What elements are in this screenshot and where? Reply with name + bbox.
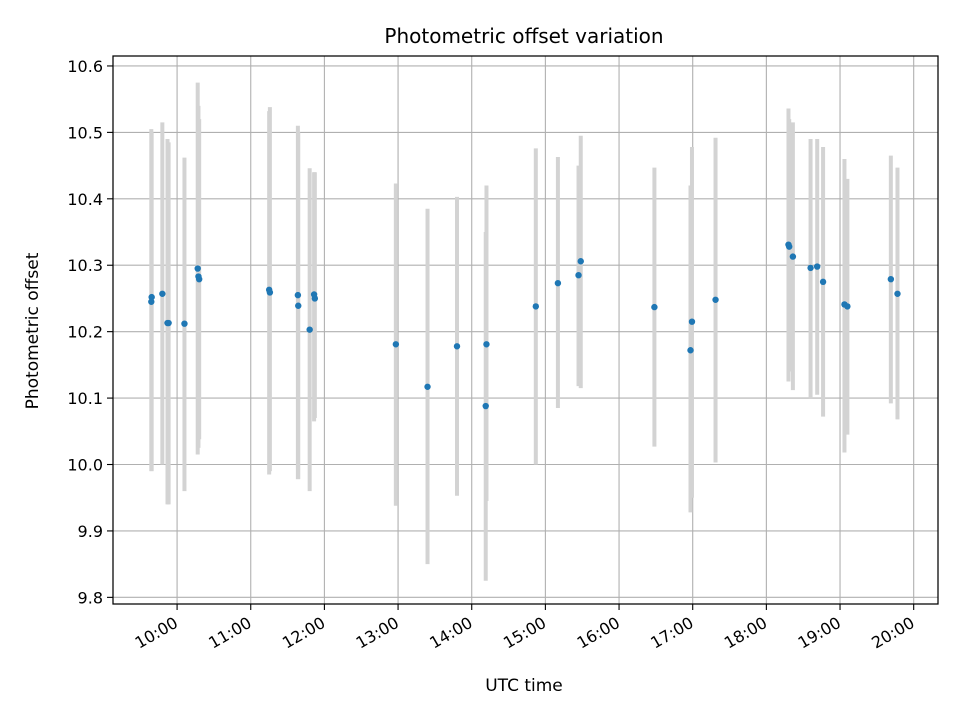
y-tick-label-4: 10.2 — [67, 323, 103, 342]
y-tick-label-5: 10.3 — [67, 256, 103, 275]
x-tick-label-6: 16:00 — [574, 613, 623, 653]
x-axis-title: UTC time — [485, 676, 563, 696]
y-tick-label-3: 10.1 — [67, 389, 103, 408]
y-tick-label-2: 10.0 — [67, 456, 103, 475]
data-point-6 — [194, 265, 201, 272]
data-point-31 — [789, 253, 797, 260]
y-axis-ticks: 9.8 9.9 10.0 10.1 10.2 10.3 10.4 10.5 10.6 — [67, 57, 113, 607]
x-tick-label-0: 10:00 — [132, 613, 181, 653]
data-point-23 — [575, 272, 582, 279]
data-point-10 — [266, 289, 274, 296]
data-point-24 — [577, 258, 584, 265]
data-point-36 — [844, 303, 851, 310]
data-point-12 — [295, 302, 302, 309]
data-point-11 — [294, 291, 302, 299]
data-point-5 — [181, 320, 188, 327]
data-point-38 — [894, 290, 901, 297]
data-point-34 — [819, 278, 827, 286]
x-tick-label-4: 14:00 — [426, 613, 475, 653]
data-point-15 — [311, 295, 319, 302]
data-point-28 — [712, 296, 719, 303]
data-point-17 — [424, 383, 431, 390]
grid — [113, 56, 938, 604]
data-point-16 — [392, 341, 400, 348]
data-point-32 — [807, 264, 814, 272]
data-point-33 — [813, 263, 821, 270]
data-point-30 — [786, 243, 793, 250]
x-axis-ticks: 10:00 11:00 12:00 13:00 14:00 15:00 16:00 17:00… — [132, 604, 918, 653]
x-tick-label-10: 20:00 — [868, 613, 917, 653]
y-tick-label-6: 10.4 — [67, 190, 103, 209]
y-tick-label-0: 9.8 — [78, 588, 103, 607]
data-point-20 — [483, 341, 490, 348]
x-tick-label-2: 12:00 — [279, 613, 328, 653]
data-point-19 — [482, 402, 489, 410]
data-point-26 — [687, 347, 694, 354]
data-point-2 — [159, 290, 166, 297]
y-axis-title: Photometric offset — [23, 252, 43, 409]
x-tick-label-7: 17:00 — [647, 613, 696, 653]
data-point-22 — [554, 279, 562, 287]
x-tick-label-1: 11:00 — [205, 613, 254, 653]
y-tick-label-1: 9.9 — [78, 522, 103, 541]
x-tick-label-9: 19:00 — [795, 613, 844, 653]
data-point-27 — [688, 318, 696, 325]
data-point-18 — [453, 343, 461, 350]
plot-area-frame — [112, 55, 939, 605]
data-point-0 — [148, 298, 155, 305]
data-point-21 — [532, 303, 540, 310]
x-tick-label-3: 13:00 — [353, 613, 402, 653]
y-tick-label-8: 10.6 — [67, 57, 103, 76]
chart-title: Photometric offset variation — [384, 24, 663, 48]
data-point-8 — [195, 275, 203, 283]
x-tick-label-8: 18:00 — [721, 613, 770, 653]
data-point-13 — [306, 326, 313, 333]
data-point-25 — [651, 303, 658, 311]
data-point-4 — [165, 319, 172, 327]
x-tick-label-5: 15:00 — [500, 613, 549, 653]
data-point-1 — [148, 293, 155, 301]
y-tick-label-7: 10.5 — [67, 123, 103, 142]
data-point-37 — [887, 275, 895, 283]
data-points — [148, 241, 901, 410]
